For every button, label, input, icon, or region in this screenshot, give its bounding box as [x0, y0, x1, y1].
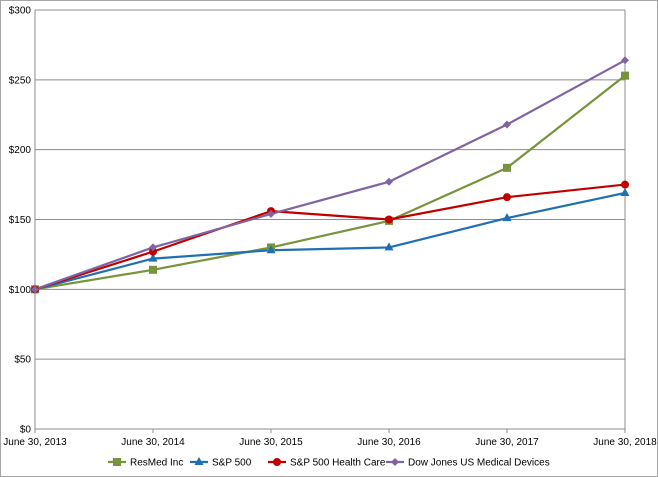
legend-marker [273, 458, 281, 466]
data-point-1 [502, 213, 512, 222]
y-tick-label: $50 [14, 355, 31, 366]
legend-label: S&P 500 [212, 458, 252, 469]
y-tick-label: $250 [9, 75, 32, 86]
x-tick-label: June 30, 2018 [593, 437, 657, 448]
data-point-3 [149, 243, 157, 252]
legend-marker [391, 458, 399, 466]
x-tick-label: June 30, 2014 [121, 437, 185, 448]
series-markers [30, 56, 630, 294]
data-point-0 [503, 163, 511, 172]
series-lines [34, 59, 626, 291]
series-line-2 [34, 183, 626, 291]
legend-label: ResMed Inc [130, 458, 183, 469]
data-point-3 [31, 285, 39, 294]
x-tick-label: June 30, 2017 [475, 437, 539, 448]
data-point-3 [267, 209, 275, 218]
data-point-0 [149, 265, 157, 274]
series-line-0 [34, 74, 626, 291]
x-tick-label: June 30, 2013 [3, 437, 67, 448]
legend-item: Dow Jones US Medical Devices [386, 458, 550, 469]
data-point-2 [385, 215, 393, 224]
data-point-1 [384, 242, 394, 251]
x-axis-ticks: June 30, 2013 June 30, 2014 June 30, 2015 J… [3, 429, 657, 448]
legend-item: S&P 500 Health Care [268, 458, 386, 469]
legend-label: Dow Jones US Medical Devices [408, 458, 550, 469]
legend-marker [194, 457, 204, 465]
data-point-2 [149, 247, 157, 256]
data-point-0 [621, 71, 629, 80]
y-tick-label: $300 [9, 6, 32, 17]
y-axis-ticks: $0 $50 $100 $150 $200 $250 $300 [9, 6, 32, 436]
data-point-2 [621, 180, 629, 189]
x-tick-label: June 30, 2015 [239, 437, 303, 448]
x-tick-label: June 30, 2016 [357, 437, 421, 448]
legend-label: S&P 500 Health Care [290, 458, 386, 469]
y-tick-label: $100 [9, 285, 32, 296]
legend-item: ResMed Inc [108, 458, 183, 469]
series-line-3 [34, 59, 626, 291]
data-point-3 [503, 120, 511, 129]
data-point-1 [620, 187, 630, 196]
gridlines [34, 9, 626, 430]
y-tick-label: $150 [9, 215, 32, 226]
legend-item: S&P 500 [190, 457, 252, 469]
legend-marker [113, 458, 121, 466]
series-line-1 [34, 191, 626, 291]
legend: ResMed Inc S&P 500 S&P 500 Health Care Dow … [108, 457, 550, 469]
data-point-1 [148, 253, 158, 262]
y-tick-label: $200 [9, 145, 32, 156]
y-tick-label: $0 [20, 425, 32, 436]
data-point-2 [503, 193, 511, 202]
data-point-3 [385, 177, 393, 186]
data-point-1 [266, 245, 276, 254]
data-point-3 [621, 56, 629, 65]
